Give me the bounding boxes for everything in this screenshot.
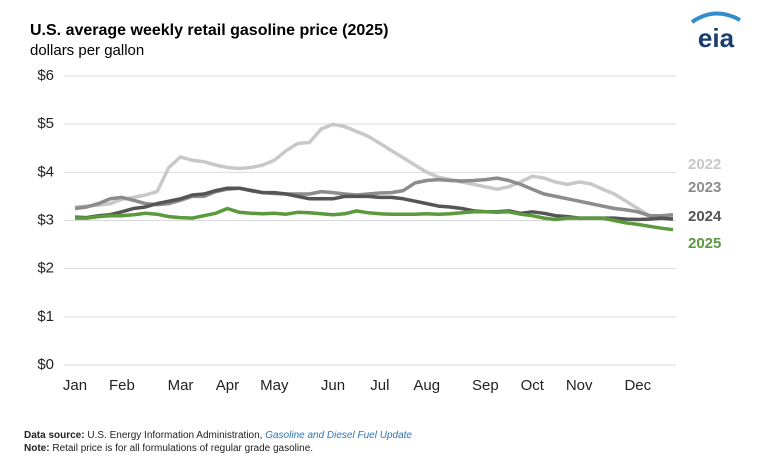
y-tick-label: $6 bbox=[37, 67, 54, 84]
y-tick-label: $1 bbox=[37, 308, 54, 325]
y-tick-label: $5 bbox=[37, 115, 54, 132]
legend-label: 2023 bbox=[688, 179, 721, 196]
x-tick-label: Nov bbox=[566, 377, 593, 394]
line bbox=[75, 206, 674, 232]
x-tick-label: Feb bbox=[109, 377, 135, 394]
legend-label: 2022 bbox=[688, 156, 721, 173]
note: Note: Retail price is for all formulatio… bbox=[24, 443, 313, 454]
x-tick-label: Dec bbox=[624, 377, 651, 394]
note-text: Retail price is for all formulations of … bbox=[52, 443, 314, 454]
source-link[interactable]: Gasoline and Diesel Fuel Update bbox=[265, 430, 412, 441]
y-tick-label: $4 bbox=[37, 163, 54, 180]
source: Data source: U.S. Energy Information Adm… bbox=[24, 430, 412, 441]
chart: U.S. average weekly retail gasoline pric… bbox=[30, 11, 741, 394]
chart-title: U.S. average weekly retail gasoline pric… bbox=[30, 22, 388, 39]
x-tick-label: Aug bbox=[413, 377, 440, 394]
logo-arc bbox=[690, 11, 741, 24]
line bbox=[74, 176, 674, 218]
legend-label: 2025 bbox=[688, 235, 721, 252]
x-tick-label: Jan bbox=[63, 377, 87, 394]
y-tick-label: $3 bbox=[37, 211, 54, 228]
y-tick-label: $0 bbox=[37, 356, 54, 373]
logo: eia bbox=[698, 23, 735, 53]
x-tick-label: Apr bbox=[216, 377, 239, 394]
subtitle: dollars per gallon bbox=[30, 42, 144, 59]
x-tick-label: Sep bbox=[472, 377, 499, 394]
x-tick-label: Jul bbox=[370, 377, 389, 394]
source-text: U.S. Energy Information Administration, bbox=[87, 430, 263, 441]
source-label: Data source: bbox=[24, 430, 85, 441]
legend-label: 2024 bbox=[688, 208, 722, 225]
line bbox=[74, 122, 673, 220]
x-tick-label: Oct bbox=[521, 377, 545, 394]
x-tick-label: Jun bbox=[321, 377, 345, 394]
x-tick-label: May bbox=[260, 377, 289, 394]
x-tick-label: Mar bbox=[168, 377, 194, 394]
note-label: Note: bbox=[24, 443, 50, 454]
y-tick-label: $2 bbox=[37, 260, 54, 277]
